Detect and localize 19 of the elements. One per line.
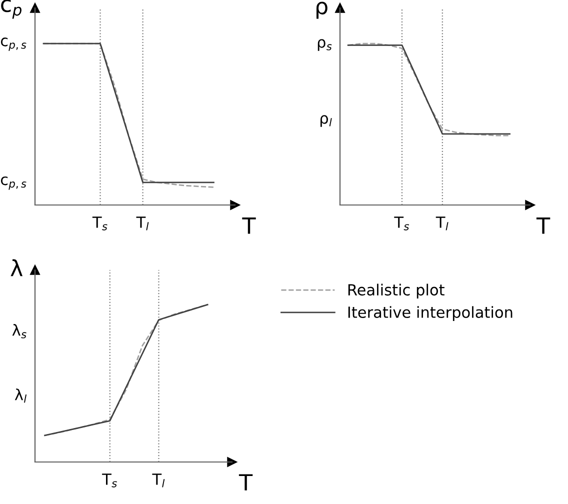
legend-label: Realistic plot (348, 284, 444, 299)
text: c$_{p,s}$ (0, 38, 26, 51)
x-tick-label: T$_{l}$ (152, 474, 165, 488)
x-axis-title: T (536, 218, 550, 234)
text: λ$_{s}$ (12, 324, 26, 338)
x-tick-label: T$_{l}$ (436, 216, 448, 230)
text: ρ$_{s}$ (318, 39, 332, 51)
y-axis-title: λ (10, 259, 23, 276)
x-tick-label: T$_{l}$ (136, 216, 149, 230)
x-tick-label: T$_{s}$ (92, 216, 108, 230)
x-axis-title: T (242, 218, 256, 234)
x-axis-title: T (238, 474, 253, 490)
legend-label: Iterative interpolation (348, 306, 512, 321)
y-axis-title: ρ (316, 2, 328, 19)
text: λ$_{l}$ (14, 388, 27, 403)
x-tick-label: T$_{s}$ (102, 474, 117, 488)
text: c$_{p,s}$ (0, 176, 26, 190)
x-tick-label: T$_{s}$ (394, 216, 410, 230)
text: ρ$_{l}$ (320, 115, 332, 127)
